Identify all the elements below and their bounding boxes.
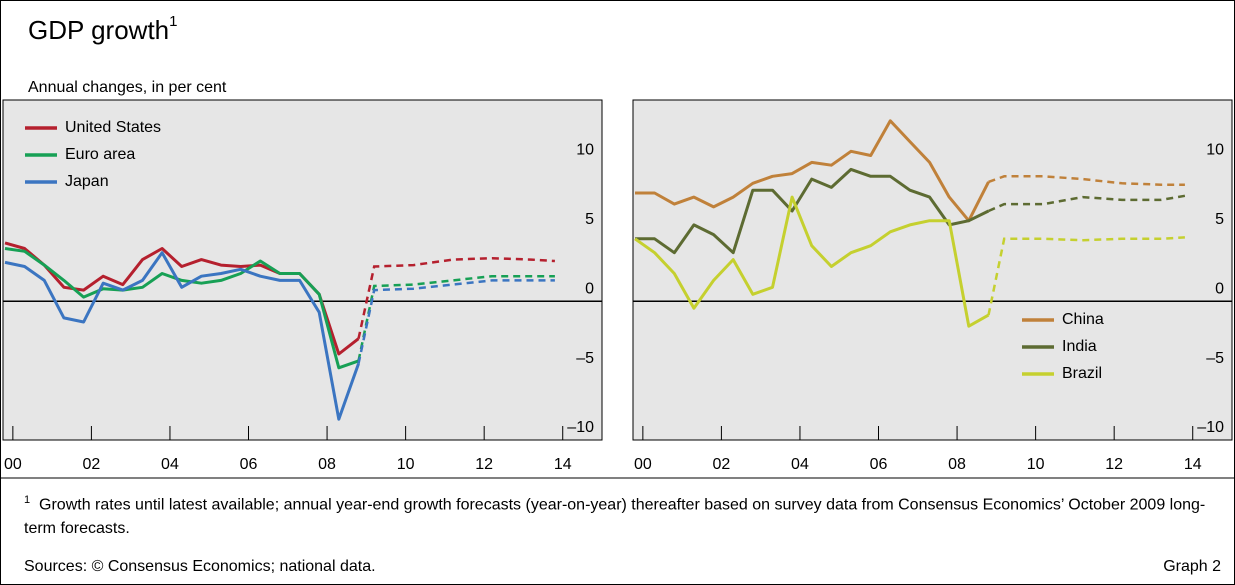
legend-label: Japan bbox=[65, 173, 109, 190]
x-tick-label: 12 bbox=[1105, 456, 1123, 473]
y-tick-label: –5 bbox=[1206, 350, 1224, 367]
subtitle: Annual changes, in per cent bbox=[28, 79, 227, 96]
forecast-line bbox=[357, 256, 555, 339]
y-tick-label: 0 bbox=[585, 280, 594, 297]
forecast-line bbox=[987, 194, 1186, 213]
forecast-line bbox=[988, 175, 1185, 186]
series-line bbox=[4, 247, 359, 370]
y-tick-label: 5 bbox=[585, 211, 594, 228]
x-tick-label: 06 bbox=[240, 456, 258, 473]
title: GDP growth1 bbox=[28, 13, 177, 45]
forecast-line bbox=[357, 279, 555, 364]
title-note: 1 bbox=[169, 13, 177, 30]
y-tick-label: 5 bbox=[1215, 211, 1224, 228]
x-tick-label: 12 bbox=[475, 456, 493, 473]
x-tick-label: 14 bbox=[1184, 456, 1202, 473]
x-tick-label: 04 bbox=[791, 456, 809, 473]
graph-label: Graph 2 bbox=[1163, 558, 1221, 575]
y-tick-label: –5 bbox=[576, 350, 594, 367]
legend-label: India bbox=[1062, 338, 1097, 355]
forecast-line bbox=[987, 236, 1185, 316]
legend-label: Euro area bbox=[65, 146, 135, 163]
y-tick-label: 0 bbox=[1215, 280, 1224, 297]
x-tick-label: 00 bbox=[634, 456, 652, 473]
series-line bbox=[4, 251, 360, 421]
y-tick-label: –10 bbox=[567, 419, 594, 436]
y-tick-label: –10 bbox=[1197, 419, 1224, 436]
y-tick-label: 10 bbox=[576, 142, 594, 159]
footnote-text: Growth rates until latest available; ann… bbox=[24, 496, 1206, 538]
footnote-marker: 1 bbox=[24, 494, 31, 506]
y-tick-label: 10 bbox=[1206, 142, 1224, 159]
plot-area bbox=[2, 99, 603, 441]
x-tick-label: 02 bbox=[83, 456, 101, 473]
series-line bbox=[634, 195, 990, 328]
plot-area bbox=[632, 99, 1233, 441]
legend-label: China bbox=[1062, 311, 1104, 328]
x-tick-label: 14 bbox=[554, 456, 572, 473]
series-line bbox=[635, 119, 990, 223]
legend-label: United States bbox=[65, 119, 161, 136]
x-tick-label: 10 bbox=[1027, 456, 1045, 473]
x-tick-label: 04 bbox=[161, 456, 179, 473]
x-tick-label: 06 bbox=[870, 456, 888, 473]
x-tick-label: 00 bbox=[4, 456, 22, 473]
x-tick-label: 08 bbox=[318, 456, 336, 473]
forecast-line bbox=[357, 274, 555, 362]
footnote: 1 Growth rates until latest available; a… bbox=[24, 488, 1224, 541]
legend-label: Brazil bbox=[1062, 365, 1102, 382]
sources: Sources: © Consensus Economics; national… bbox=[24, 558, 376, 575]
x-tick-label: 08 bbox=[948, 456, 966, 473]
x-tick-label: 02 bbox=[713, 456, 731, 473]
x-tick-label: 10 bbox=[397, 456, 415, 473]
series-line bbox=[635, 167, 990, 255]
title-text: GDP growth bbox=[28, 15, 169, 45]
